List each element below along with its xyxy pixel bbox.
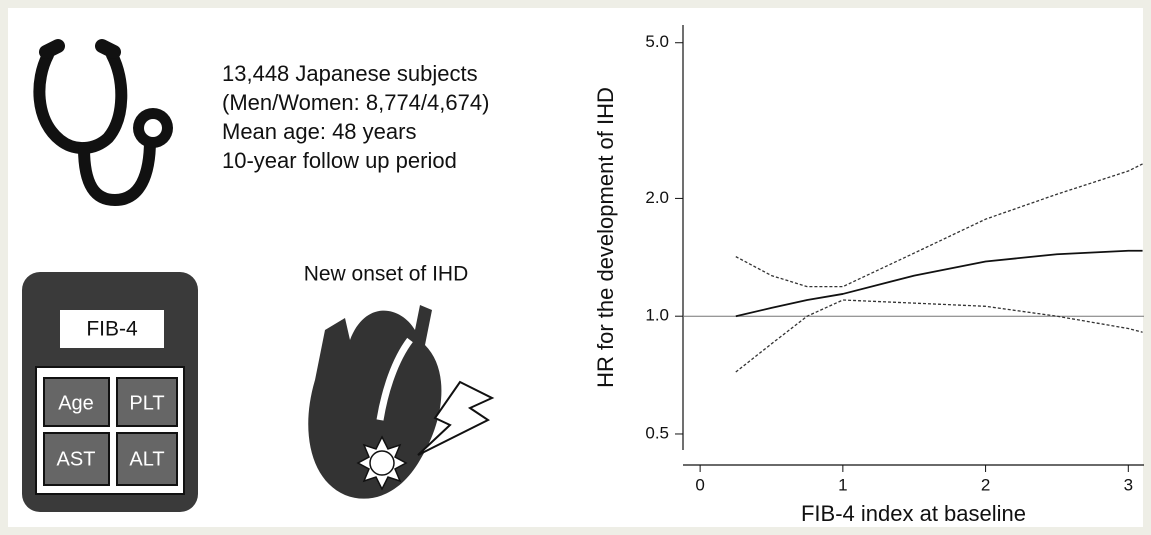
- x-tick-label: 1: [838, 475, 847, 494]
- key-label: ALT: [129, 448, 164, 470]
- info-line: (Men/Women: 8,774/4,674): [222, 90, 489, 115]
- info-line: Mean age: 48 years: [222, 119, 416, 144]
- y-tick-label: 1.0: [645, 306, 669, 325]
- y-tick-label: 2.0: [645, 188, 669, 207]
- stethoscope-chest-inner: [144, 119, 162, 137]
- calculator-title: FIB-4: [86, 318, 138, 341]
- y-tick-label: 5.0: [645, 32, 669, 51]
- key-label: AST: [57, 448, 96, 470]
- info-line: 13,448 Japanese subjects: [222, 61, 478, 86]
- x-axis-label: FIB-4 index at baseline: [801, 501, 1026, 526]
- key-label: PLT: [129, 392, 164, 414]
- page: {"info": {"lines": ["13,448 Japanese sub…: [0, 0, 1151, 535]
- x-tick-label: 0: [695, 475, 704, 494]
- infarct-core: [370, 451, 394, 475]
- y-tick-label: 0.5: [645, 423, 669, 442]
- info-line: 10-year follow up period: [222, 148, 457, 173]
- y-axis-label: HR for the development of IHD: [593, 87, 618, 388]
- x-tick-label: 2: [981, 475, 990, 494]
- x-tick-label: 3: [1124, 475, 1133, 494]
- figure: 13,448 Japanese subjects (Men/Women: 8,7…: [0, 0, 1151, 535]
- outcome-label: New onset of IHD: [304, 263, 469, 286]
- key-label: Age: [58, 392, 94, 414]
